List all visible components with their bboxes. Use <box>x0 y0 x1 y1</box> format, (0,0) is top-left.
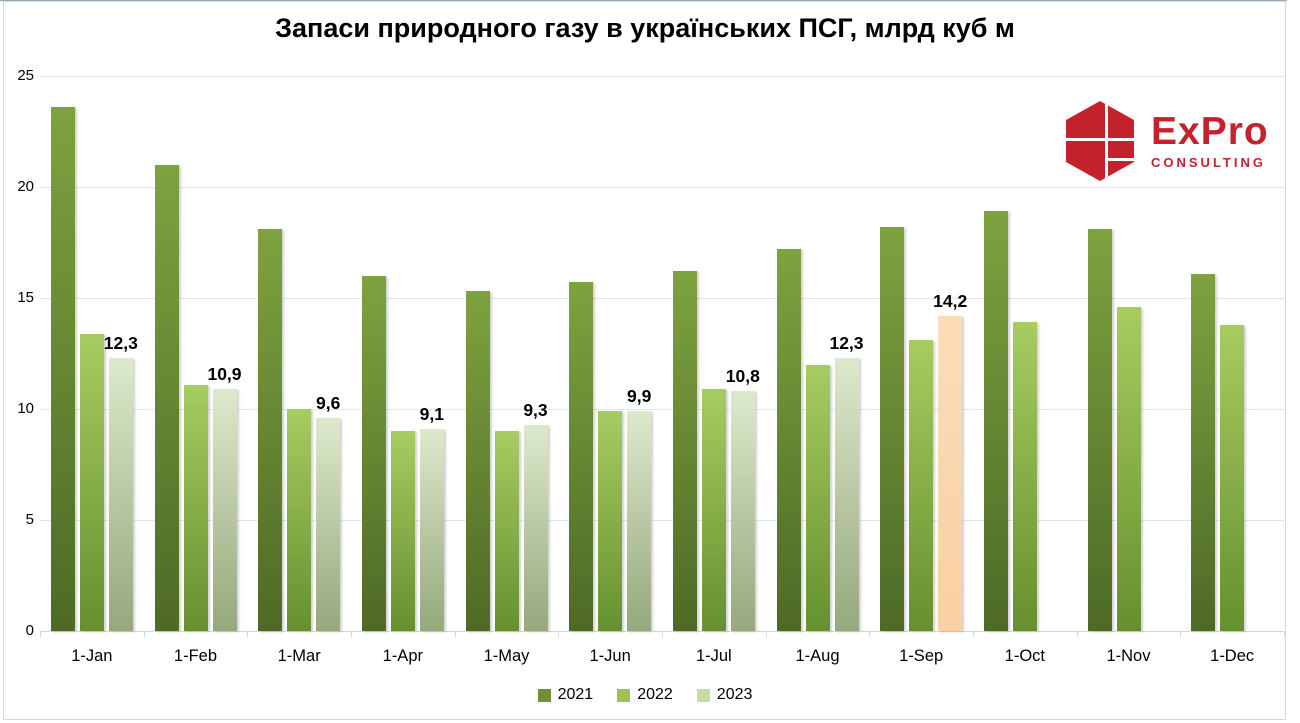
x-axis-label: 1-Apr <box>382 647 423 665</box>
gridline <box>40 298 1284 299</box>
bar-2023-1-Apr <box>419 428 444 631</box>
bar-data-label: 10,8 <box>725 366 760 387</box>
bar-2023-1-Jan <box>108 357 133 631</box>
gridline <box>40 409 1284 410</box>
y-axis-label: 0 <box>25 622 34 639</box>
x-axis-label: 1-Feb <box>173 647 218 665</box>
expro-logo: ExPro CONSULTING <box>1063 100 1269 182</box>
logo-subtitle: CONSULTING <box>1151 155 1266 170</box>
x-axis-label: 1-Jun <box>589 647 631 665</box>
bar-data-label: 9,1 <box>419 403 444 424</box>
bar-2021-1-Dec <box>1191 273 1216 631</box>
bar-2022-1-Jul <box>701 389 726 631</box>
bar-2021-1-Apr <box>361 275 386 631</box>
x-axis-label: 1-Jan <box>71 647 113 665</box>
bar-2023-1-Jul <box>730 391 755 631</box>
logo-brand: ExPro <box>1151 110 1269 153</box>
axis-tick <box>351 631 352 637</box>
bar-2021-1-Mar <box>258 229 283 631</box>
bar-2021-1-Nov <box>1087 229 1112 631</box>
bar-2022-1-Jun <box>598 411 623 631</box>
y-axis-label: 10 <box>17 400 34 417</box>
bar-2022-1-Aug <box>805 364 830 631</box>
axis-tick <box>1284 631 1285 637</box>
bar-2021-1-Jun <box>569 282 594 631</box>
gridline <box>40 76 1284 77</box>
bar-2022-1-Mar <box>287 409 312 631</box>
logo-hexagon-icon <box>1066 101 1134 181</box>
logo-text: ExPro CONSULTING <box>1151 110 1269 171</box>
bar-data-label: 10,9 <box>207 364 242 385</box>
legend-swatch-icon <box>537 688 551 702</box>
bar-data-label: 12,3 <box>103 332 138 353</box>
bar-2021-1-Aug <box>776 249 801 631</box>
bar-2021-1-Oct <box>983 211 1008 631</box>
x-axis-label: 1-Nov <box>1106 647 1151 665</box>
axis-tick <box>454 631 456 637</box>
y-axis-label: 25 <box>17 67 34 84</box>
gridline <box>40 187 1284 188</box>
bar-2023-1-Mar <box>316 417 341 631</box>
bar-2021-1-Sep <box>880 226 905 631</box>
legend: 2021 2022 2023 <box>0 686 1290 704</box>
bar-2023-1-Jun <box>627 411 652 631</box>
axis-tick <box>40 631 41 637</box>
bar-2022-1-Feb <box>183 384 208 631</box>
bar-2022-1-Sep <box>909 340 934 631</box>
bar-2021-1-Jan <box>50 107 75 631</box>
x-axis-label: 1-Aug <box>795 647 840 665</box>
axis-tick <box>1076 631 1078 637</box>
axis-tick <box>558 631 560 637</box>
legend-label: 2023 <box>716 686 753 703</box>
x-axis-label: 1-Oct <box>1004 647 1045 665</box>
bar-data-label: 14,2 <box>933 290 968 311</box>
legend-item-2023: 2023 <box>696 686 753 704</box>
bar-2022-1-Oct <box>1012 322 1037 631</box>
axis-tick <box>765 631 767 637</box>
bar-2023-1-Aug <box>834 357 859 631</box>
y-axis-label: 5 <box>25 511 34 528</box>
bar-2021-1-Jul <box>672 271 697 631</box>
gridline <box>40 520 1284 521</box>
axis-tick <box>247 631 249 637</box>
legend-label: 2022 <box>637 686 673 703</box>
y-axis-label: 15 <box>17 289 34 306</box>
bar-data-label: 9,3 <box>523 399 548 420</box>
bar-2021-1-May <box>465 291 490 631</box>
x-axis-label: 1-Jul <box>695 647 732 665</box>
bar-2022-1-May <box>494 431 519 631</box>
window-top-edge <box>0 0 1287 1</box>
chart-title: Запаси природного газу в українських ПСГ… <box>275 13 1015 43</box>
bar-2021-1-Feb <box>154 164 179 631</box>
y-axis-label: 20 <box>17 178 34 195</box>
bar-2023-1-May <box>523 424 548 631</box>
axis-tick <box>973 631 974 637</box>
bar-data-label: 9,9 <box>626 386 652 407</box>
axis-tick <box>869 631 871 637</box>
axis-tick <box>143 631 145 637</box>
axis-tick <box>662 631 663 637</box>
axis-tick <box>1180 631 1182 637</box>
legend-swatch-icon <box>617 688 631 702</box>
bar-data-label: 12,3 <box>829 332 864 353</box>
bar-2023-1-Feb <box>212 389 237 631</box>
x-axis-label: 1-May <box>483 647 530 665</box>
legend-swatch-icon <box>696 688 710 702</box>
bar-2022-1-Dec <box>1220 324 1245 631</box>
bar-2023-1-Sep <box>938 315 963 631</box>
x-axis-label: 1-Dec <box>1210 647 1255 665</box>
legend-item-2022: 2022 <box>617 686 673 704</box>
bar-2022-1-Jan <box>79 333 104 631</box>
x-axis-label: 1-Sep <box>899 647 944 665</box>
bar-2022-1-Apr <box>390 431 415 631</box>
legend-label: 2021 <box>557 686 594 703</box>
bar-2022-1-Nov <box>1116 306 1141 631</box>
bar-data-label: 9,6 <box>315 392 341 413</box>
legend-item-2021: 2021 <box>537 686 594 704</box>
x-axis-label: 1-Mar <box>277 647 321 665</box>
